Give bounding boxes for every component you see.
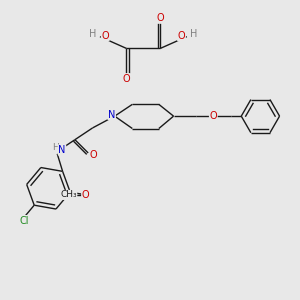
Text: O: O: [90, 150, 97, 160]
Text: H: H: [190, 29, 198, 39]
Text: O: O: [178, 31, 185, 41]
Text: N: N: [58, 145, 66, 155]
Text: O: O: [209, 111, 217, 121]
Text: O: O: [157, 13, 164, 23]
Text: O: O: [82, 190, 89, 200]
Text: Cl: Cl: [19, 215, 28, 226]
Text: O: O: [123, 74, 130, 84]
Text: N: N: [108, 110, 116, 120]
Text: H: H: [89, 29, 96, 39]
Text: O: O: [101, 31, 109, 41]
Text: H: H: [52, 143, 59, 152]
Text: CH₃: CH₃: [60, 190, 77, 200]
